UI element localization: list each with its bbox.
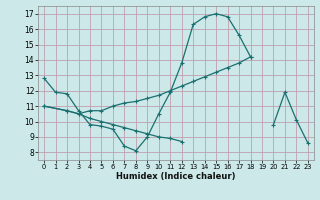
X-axis label: Humidex (Indice chaleur): Humidex (Indice chaleur)	[116, 172, 236, 181]
